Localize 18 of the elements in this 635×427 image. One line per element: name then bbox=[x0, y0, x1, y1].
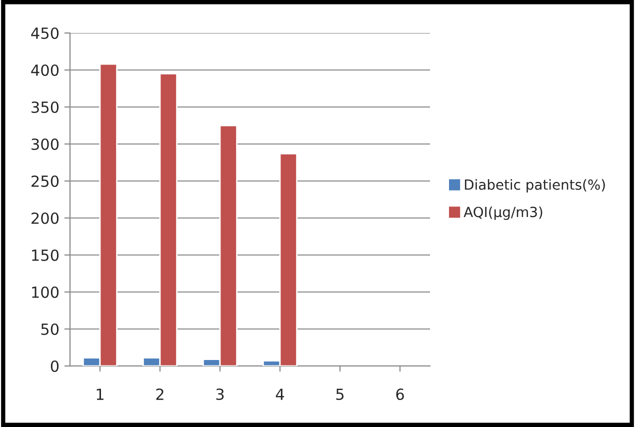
y-tick-label: 350 bbox=[32, 101, 59, 114]
y-tick-label: 400 bbox=[31, 64, 59, 76]
x-tick-label: 6 bbox=[396, 388, 404, 400]
y-tick-label: 100 bbox=[32, 286, 59, 298]
y-tick-label: 0 bbox=[50, 360, 59, 372]
legend-label: AQI(µg/m3) bbox=[464, 206, 542, 220]
y-tick-label: 250 bbox=[32, 175, 59, 188]
x-tick-label: 4 bbox=[276, 388, 284, 400]
x-tick-label: 2 bbox=[156, 388, 164, 400]
y-tick-label: 300 bbox=[32, 138, 59, 150]
y-tick-label: 150 bbox=[32, 249, 59, 262]
x-tick-label: 1 bbox=[96, 388, 104, 400]
x-tick-label: 3 bbox=[216, 388, 224, 400]
y-tick-label: 450 bbox=[31, 27, 59, 40]
y-tick-label: 50 bbox=[41, 323, 59, 336]
y-tick-label: 200 bbox=[32, 212, 59, 224]
legend-label: Diabetic patients(%) bbox=[464, 179, 605, 193]
x-tick-label: 5 bbox=[336, 388, 344, 400]
